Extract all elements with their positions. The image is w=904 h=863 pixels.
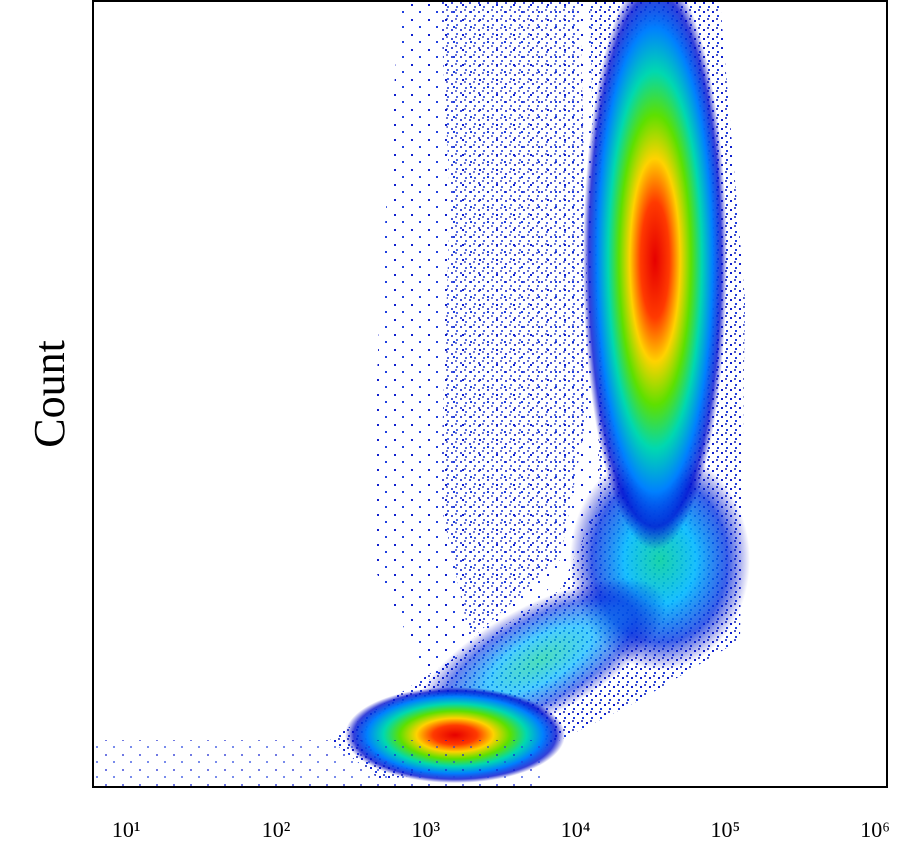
x-tick-label: 10³ <box>411 817 440 842</box>
x-tick-label: 10⁵ <box>711 817 741 842</box>
x-axis: 10¹ 10² 10³ 10⁴ 10⁵ 10⁶ <box>112 817 890 842</box>
x-tick-label: 10¹ <box>112 817 141 842</box>
plot-frame <box>92 0 888 788</box>
density-image <box>93 1 750 787</box>
y-axis-label: Count <box>25 340 74 448</box>
x-tick-label: 10⁴ <box>561 817 591 842</box>
x-tick-label: 10⁶ <box>860 817 890 842</box>
x-tick-label: 10² <box>262 817 291 842</box>
